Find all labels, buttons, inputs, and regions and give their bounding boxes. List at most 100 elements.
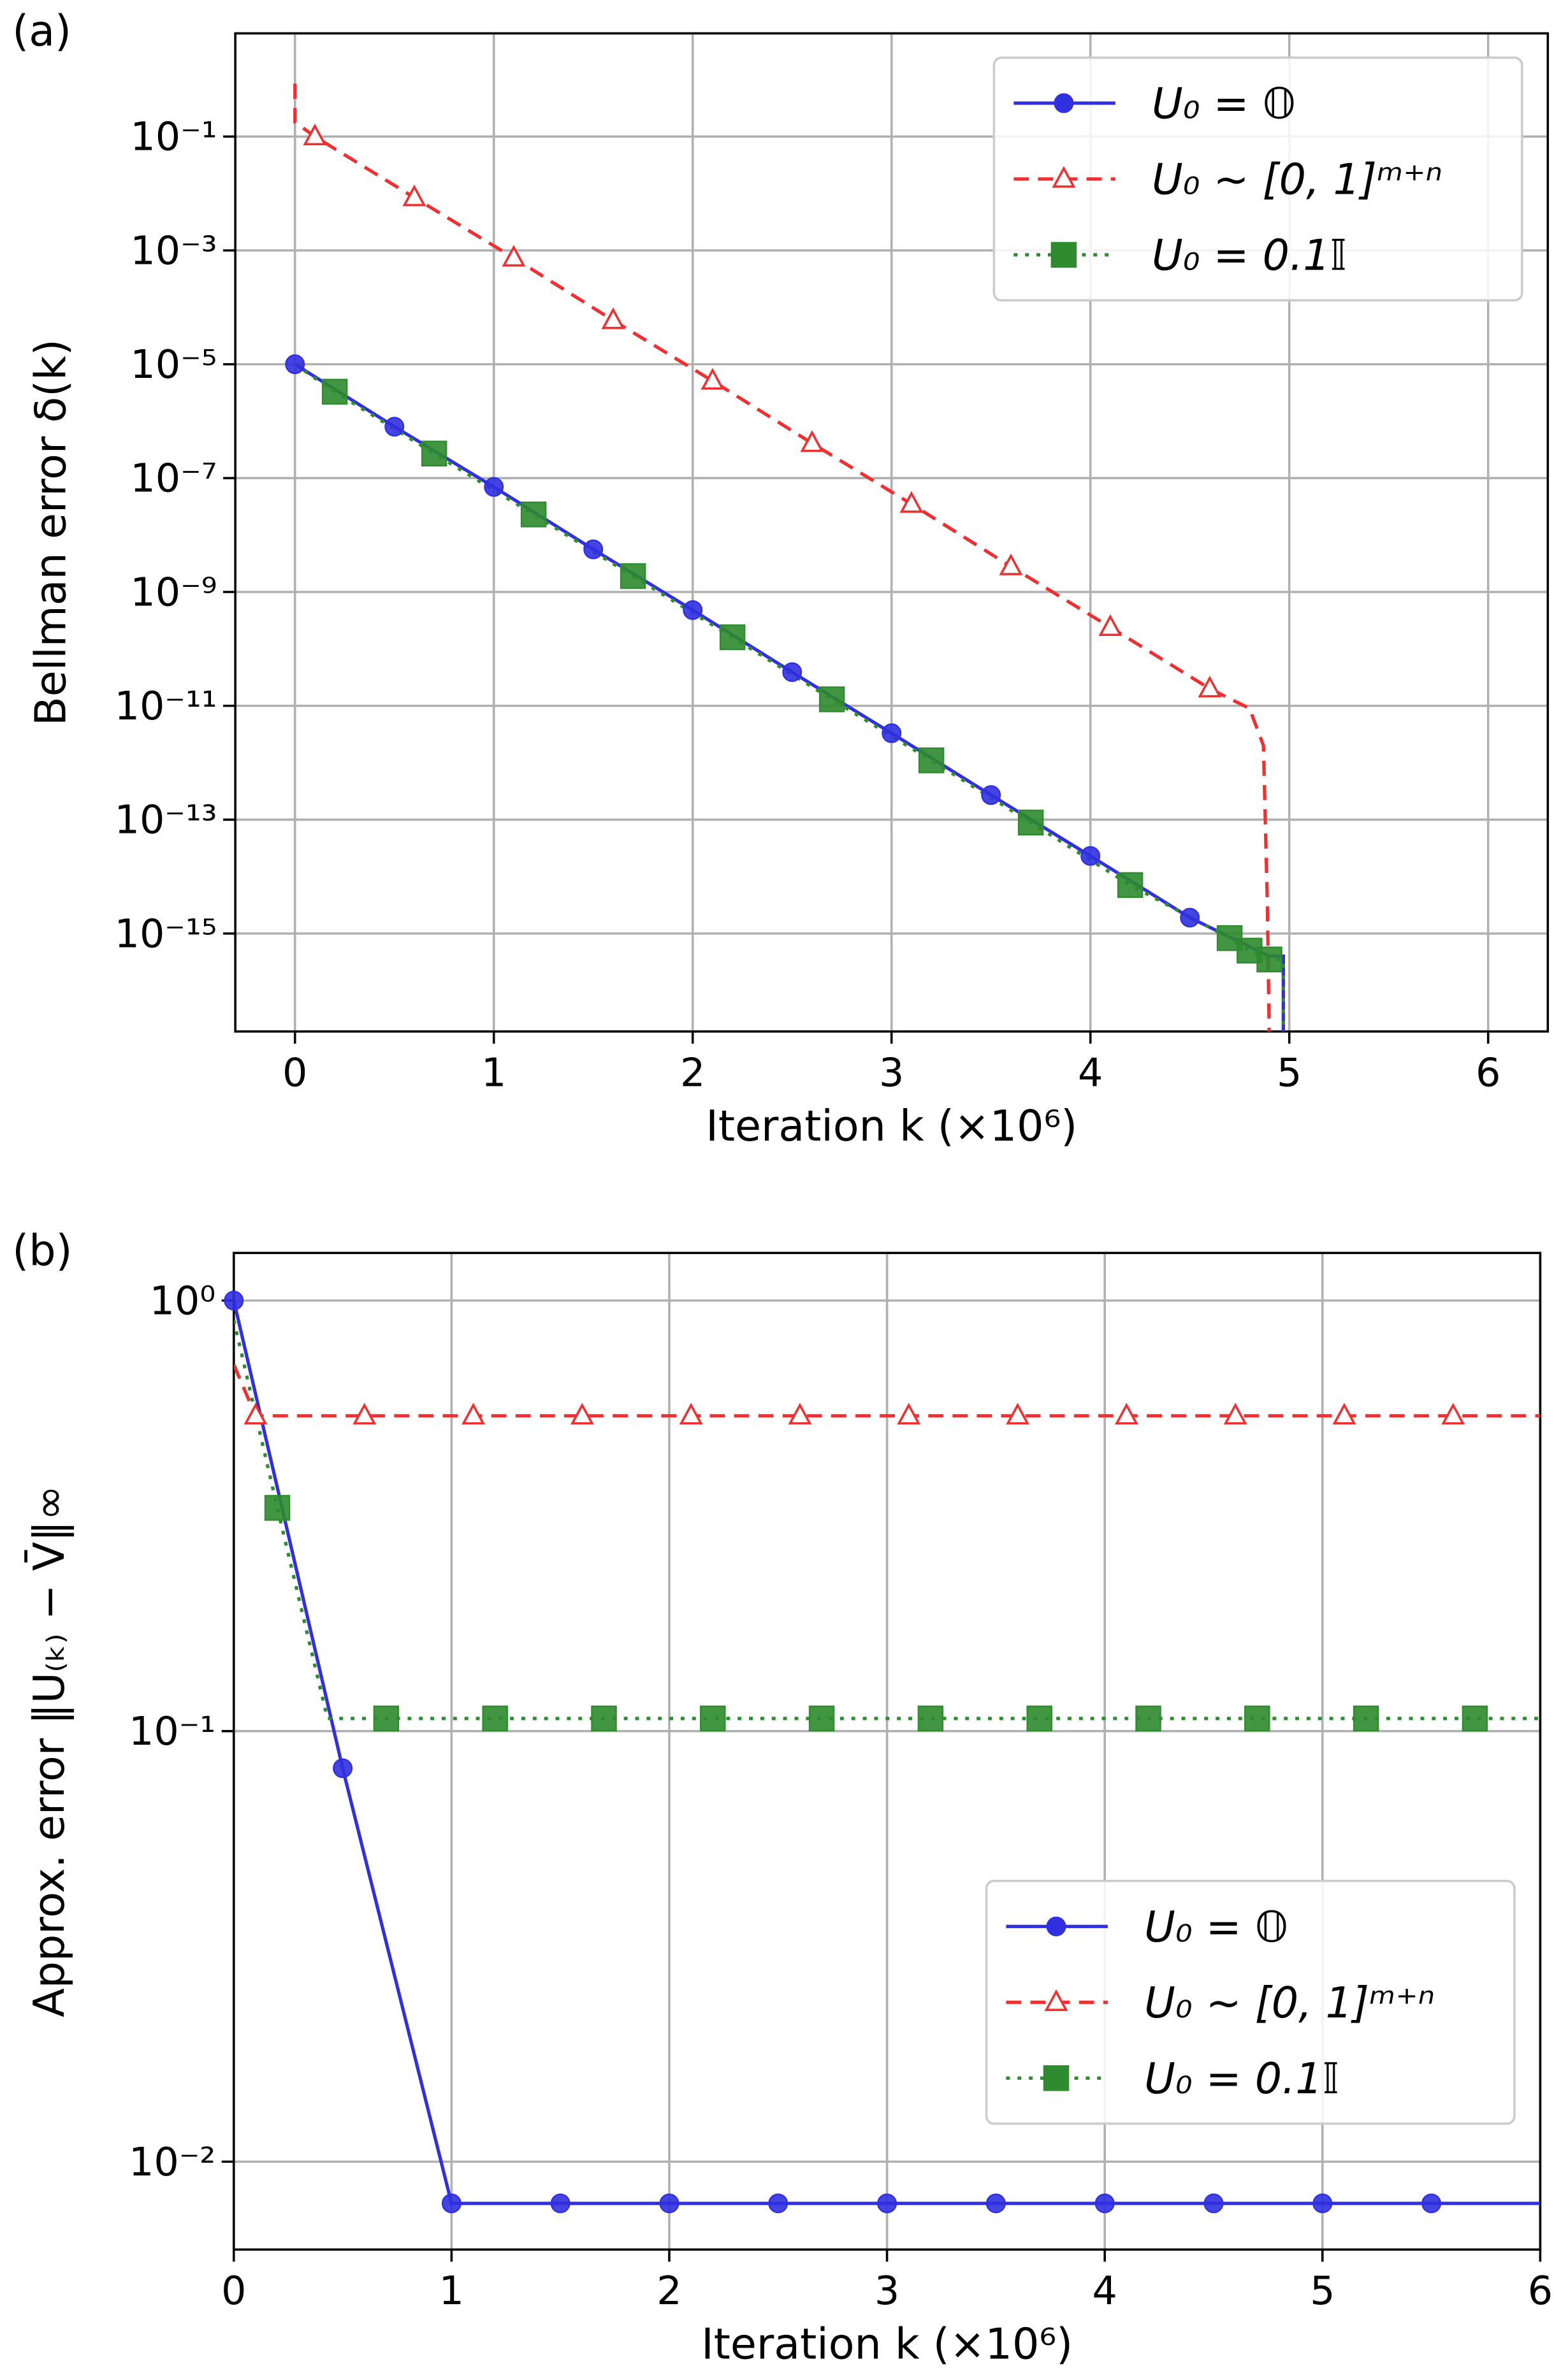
y-tick-label: 10⁻³ xyxy=(130,227,217,273)
legend-label: U₀ ∼ [0, 1]ᵐ⁺ⁿ xyxy=(1152,155,1442,205)
marker xyxy=(1421,2193,1442,2214)
marker xyxy=(402,184,426,206)
marker xyxy=(1223,1403,1247,1425)
marker xyxy=(620,563,646,589)
marker xyxy=(768,2193,788,2214)
legend-box xyxy=(985,1880,1516,2125)
marker xyxy=(484,477,504,497)
marker xyxy=(1198,675,1222,698)
marker xyxy=(683,600,703,620)
marker xyxy=(243,1403,268,1425)
marker xyxy=(520,501,547,528)
marker xyxy=(1244,1705,1270,1732)
y-tick-label: 10⁻¹ xyxy=(129,1708,215,1754)
legend-marker xyxy=(1054,93,1074,113)
x-axis-label: Iteration k (×10⁶) xyxy=(701,2319,1073,2369)
y-tick-label: 10⁻² xyxy=(129,2139,215,2185)
legend-marker xyxy=(1052,166,1076,188)
marker xyxy=(502,245,526,267)
marker xyxy=(1332,1403,1356,1425)
marker xyxy=(1353,1705,1379,1732)
marker xyxy=(700,1705,726,1732)
marker xyxy=(985,2193,1006,2214)
marker xyxy=(285,354,305,375)
x-tick-label: 5 xyxy=(1277,1049,1302,1095)
legend-label: U₀ ∼ [0, 1]ᵐ⁺ⁿ xyxy=(1144,1978,1435,2028)
marker xyxy=(1312,2193,1333,2214)
marker xyxy=(918,747,945,774)
marker xyxy=(981,785,1001,805)
x-tick-label: 2 xyxy=(657,2268,681,2314)
marker xyxy=(421,440,447,467)
marker xyxy=(482,1705,508,1732)
marker xyxy=(877,2193,897,2214)
y-tick-label: 10⁻⁷ xyxy=(130,456,217,501)
x-tick-label: 0 xyxy=(221,2268,246,2314)
marker xyxy=(1026,1705,1052,1732)
marker xyxy=(591,1705,617,1732)
marker xyxy=(1114,1403,1138,1425)
panel-label: (b) xyxy=(12,1225,72,1275)
x-tick-label: 3 xyxy=(879,1049,904,1095)
marker xyxy=(719,624,746,651)
series-line xyxy=(293,83,1271,1032)
x-tick-label: 0 xyxy=(282,1049,307,1095)
y-tick-label: 10⁻⁹ xyxy=(130,569,217,615)
marker xyxy=(373,1705,400,1732)
marker xyxy=(1117,872,1144,898)
x-tick-label: 1 xyxy=(481,1049,506,1095)
marker xyxy=(917,1705,944,1732)
legend-label: U₀ = 0.1𝕀 xyxy=(1152,231,1347,280)
marker xyxy=(441,2193,461,2214)
marker xyxy=(782,662,802,682)
marker xyxy=(333,1758,353,1778)
legend-label: U₀ = 𝕆 xyxy=(1152,79,1296,129)
y-axis-label: Approx. error ‖U₍ₖ₎ − V̄‖∞ xyxy=(24,1485,74,2017)
marker xyxy=(601,307,625,329)
legend-marker xyxy=(1044,1989,1068,2011)
marker xyxy=(882,723,902,744)
x-tick-label: 6 xyxy=(1528,2268,1553,2314)
marker xyxy=(461,1403,486,1425)
legend-marker xyxy=(1050,242,1077,268)
marker xyxy=(352,1403,377,1425)
marker xyxy=(659,2193,679,2214)
x-tick-label: 4 xyxy=(1078,1049,1103,1095)
marker xyxy=(1135,1705,1161,1732)
marker xyxy=(1203,2193,1224,2214)
legend-label: U₀ = 0.1𝕀 xyxy=(1144,2054,1339,2103)
x-axis-label: Iteration k (×10⁶) xyxy=(706,1101,1077,1151)
marker xyxy=(1256,946,1282,972)
legend-box xyxy=(992,56,1523,302)
marker xyxy=(788,1403,812,1425)
marker xyxy=(1017,809,1044,836)
marker xyxy=(1094,2193,1115,2214)
marker xyxy=(550,2193,570,2214)
marker xyxy=(1080,846,1101,866)
marker xyxy=(800,430,824,452)
marker xyxy=(583,539,604,559)
y-tick-label: 10⁻¹ xyxy=(130,114,217,160)
series-line xyxy=(233,1364,1541,1418)
marker xyxy=(999,553,1023,575)
marker xyxy=(1006,1403,1030,1425)
y-tick-label: 10⁻¹¹ xyxy=(115,683,217,729)
x-tick-label: 5 xyxy=(1310,2268,1335,2314)
y-tick-label: 10⁰ xyxy=(150,1278,216,1323)
marker xyxy=(701,368,725,390)
marker xyxy=(1462,1705,1488,1732)
plot-frame xyxy=(232,1251,1542,2251)
marker xyxy=(808,1705,835,1732)
marker xyxy=(679,1403,703,1425)
y-tick-label: 10⁻⁵ xyxy=(130,342,217,387)
marker xyxy=(899,491,924,513)
y-tick-label: 10⁻¹³ xyxy=(115,797,217,843)
marker xyxy=(897,1403,921,1425)
x-tick-label: 1 xyxy=(439,2268,464,2314)
series-line xyxy=(233,1320,1541,1720)
x-tick-label: 6 xyxy=(1476,1049,1500,1095)
legend-marker xyxy=(1046,1916,1066,1936)
marker xyxy=(224,1290,244,1311)
y-tick-label: 10⁻¹⁵ xyxy=(115,911,217,956)
